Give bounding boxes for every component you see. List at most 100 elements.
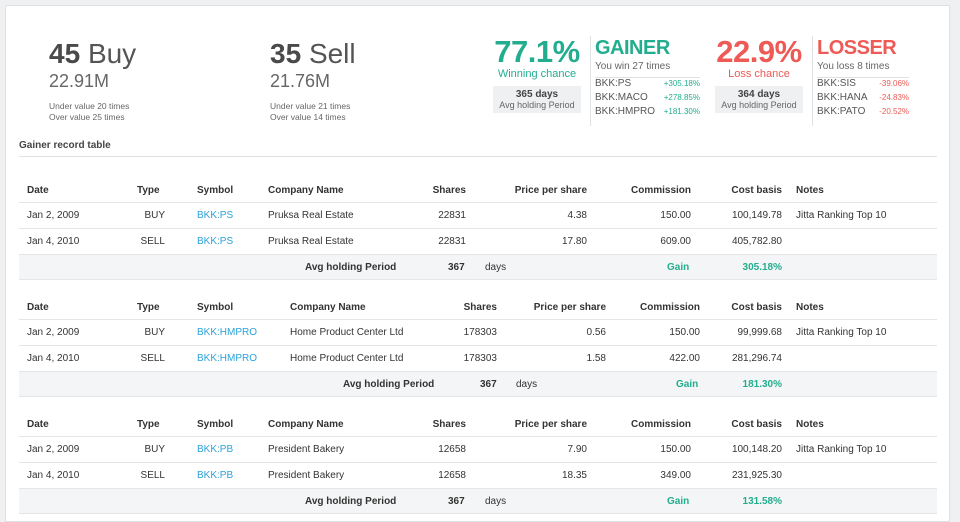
sell-under-value: Under value 21 times	[270, 101, 351, 111]
symbol-link[interactable]: BKK:HMPRO	[197, 327, 258, 338]
losser-stock-change: -39.06%	[879, 79, 909, 88]
cell-shares: 22831	[438, 236, 466, 247]
sell-count-line: 35 Sell	[270, 38, 356, 70]
gainer-stock[interactable]: BKK:HMPRO +181.30%	[595, 106, 700, 120]
losser-stock-change: -24.83%	[879, 93, 909, 102]
cell-type: SELL	[140, 236, 165, 247]
table-row: Jan 2, 2009 BUY BKK:PS Pruksa Real Estat…	[19, 202, 937, 228]
sell-amount: 21.76M	[270, 71, 331, 91]
col-type: Type	[137, 301, 160, 313]
cell-price: 17.80	[561, 236, 587, 247]
losser-panel: LOSSER You loss 8 times BKK:SIS -39.06% B…	[817, 37, 909, 120]
col-notes: Notes	[796, 184, 824, 196]
col-commission: Commission	[639, 301, 700, 313]
section-title: Gainer record table	[19, 140, 111, 151]
cell-date: Jan 2, 2009	[27, 444, 80, 455]
losser-stock[interactable]: BKK:PATO -20.52%	[817, 106, 909, 120]
table-row: Jan 4, 2010 SELL BKK:PS Pruksa Real Esta…	[19, 228, 937, 254]
losser-stock[interactable]: BKK:HANA -24.83%	[817, 92, 909, 106]
cell-commission: 150.00	[660, 210, 691, 221]
cell-cost: 100,148.20	[731, 444, 782, 455]
symbol-link[interactable]: BKK:PB	[197, 444, 234, 455]
loss-period-days: 364 days	[737, 89, 781, 100]
avg-period-label: Avg holding Period	[343, 378, 435, 390]
cell-company: Home Product Center Ltd	[290, 327, 404, 338]
gain-value: 181.30%	[742, 378, 782, 390]
cell-cost: 99,999.68	[737, 327, 783, 338]
col-price: Price per share	[533, 301, 606, 313]
loss-caption: Loss chance	[728, 68, 790, 80]
cell-price: 1.58	[586, 353, 606, 364]
symbol-link[interactable]: BKK:PS	[197, 210, 234, 221]
cell-cost: 100,149.78	[731, 210, 782, 221]
win-holding-period: 365 days Avg holding Period	[493, 86, 581, 113]
col-date: Date	[27, 418, 49, 430]
col-commission: Commission	[630, 418, 691, 430]
cell-company: President Bakery	[268, 470, 345, 481]
buy-under-value: Under value 20 times	[49, 101, 130, 111]
avg-period-value: 367	[480, 378, 497, 390]
cell-shares: 12658	[438, 444, 466, 455]
cell-price: 4.38	[567, 210, 587, 221]
cell-type: SELL	[140, 470, 165, 481]
gainer-stock-change: +278.85%	[663, 93, 700, 102]
cell-cost: 231,925.30	[731, 470, 782, 481]
col-date: Date	[27, 184, 49, 196]
cell-price: 18.35	[561, 470, 587, 481]
col-shares: Shares	[432, 184, 466, 196]
cell-cost: 405,782.80	[731, 236, 782, 247]
losser-stock[interactable]: BKK:SIS -39.06%	[817, 78, 909, 92]
losser-stock-change: -20.52%	[879, 107, 909, 116]
avg-period-label: Avg holding Period	[305, 495, 397, 507]
table-footer: Avg holding Period 367 days Gain 131.58%	[19, 488, 937, 514]
buy-amount: 22.91M	[49, 71, 110, 91]
losser-subtitle: You loss 8 times	[817, 61, 890, 72]
table-row: Jan 4, 2010 SELL BKK:PB President Bakery…	[19, 462, 937, 488]
cell-notes: Jitta Ranking Top 10	[796, 327, 887, 338]
col-cost: Cost basis	[731, 418, 782, 430]
divider	[812, 36, 813, 126]
col-type: Type	[137, 418, 160, 430]
col-cost: Cost basis	[731, 301, 782, 313]
col-notes: Notes	[796, 301, 824, 313]
symbol-link[interactable]: BKK:PB	[197, 470, 234, 481]
gainer-stock-symbol: BKK:HMPRO	[595, 106, 656, 117]
cell-type: BUY	[144, 210, 165, 221]
gain-value: 131.58%	[742, 495, 782, 507]
losser-stock-symbol: BKK:PATO	[817, 106, 866, 117]
gainer-subtitle: You win 27 times	[595, 61, 671, 72]
losser-stock-symbol: BKK:HANA	[817, 92, 868, 103]
cell-commission: 422.00	[669, 353, 700, 364]
cell-notes: Jitta Ranking Top 10	[796, 444, 887, 455]
cell-type: SELL	[140, 353, 165, 364]
gainer-stock[interactable]: BKK:PS +305.18%	[595, 78, 700, 92]
gain-label: Gain	[667, 495, 690, 507]
gainer-stock[interactable]: BKK:MACO +278.85%	[595, 92, 700, 106]
symbol-link[interactable]: BKK:HMPRO	[197, 353, 258, 364]
avg-period-value: 367	[448, 495, 465, 507]
gainer-stock-symbol: BKK:PS	[595, 78, 632, 89]
cell-commission: 609.00	[660, 236, 691, 247]
col-company: Company Name	[268, 184, 344, 196]
cell-price: 0.56	[586, 327, 606, 338]
buy-label: Buy	[87, 38, 137, 69]
symbol-link[interactable]: BKK:PS	[197, 236, 234, 247]
avg-period-unit: days	[485, 261, 507, 273]
cell-commission: 349.00	[660, 470, 691, 481]
cell-notes: Jitta Ranking Top 10	[796, 210, 887, 221]
col-commission: Commission	[630, 184, 691, 196]
sell-summary: 35 Sell 21.76M Under value 21 times Over…	[270, 38, 356, 123]
cell-company: President Bakery	[268, 444, 345, 455]
cell-company: Pruksa Real Estate	[268, 236, 354, 247]
cell-shares: 178303	[463, 353, 497, 364]
gainer-stock-symbol: BKK:MACO	[595, 92, 648, 103]
col-company: Company Name	[290, 301, 366, 313]
table-header: Date Type Symbol Company Name Shares Pri…	[19, 295, 937, 319]
cell-commission: 150.00	[669, 327, 700, 338]
cell-type: BUY	[144, 444, 165, 455]
cell-date: Jan 2, 2009	[27, 327, 80, 338]
avg-period-label: Avg holding Period	[305, 261, 397, 273]
avg-period-unit: days	[485, 495, 507, 507]
table-row: Jan 2, 2009 BUY BKK:PB President Bakery …	[19, 436, 937, 462]
col-price: Price per share	[514, 184, 587, 196]
